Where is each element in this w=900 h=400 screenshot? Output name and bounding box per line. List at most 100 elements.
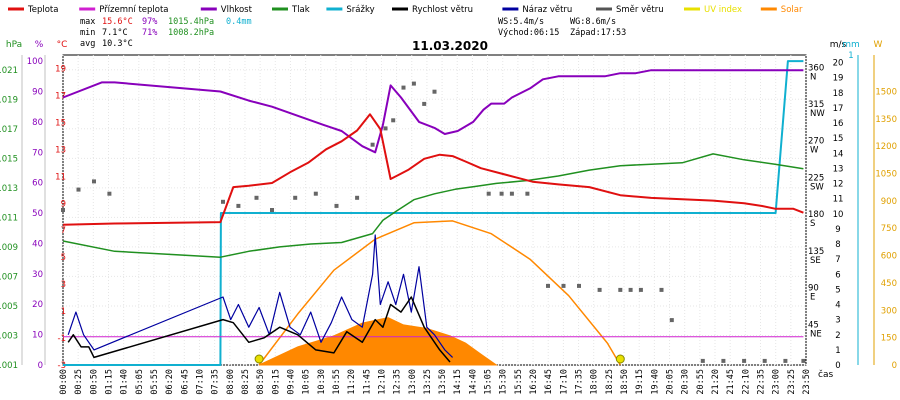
legend-label: Náraz větru	[522, 5, 572, 15]
x-tick-label: 11:45	[362, 369, 372, 395]
dir-tick-value: 270	[808, 137, 824, 147]
axis-tick-hPa: 1003	[0, 331, 18, 341]
wind-direction-point	[486, 191, 491, 196]
x-tick-label: 18:25	[605, 369, 615, 395]
axis-tick-W: 1350	[875, 115, 897, 125]
dir-tick-name: SE	[810, 256, 821, 266]
wind-direction-point	[236, 203, 241, 208]
axis-tick-pct: 40	[32, 239, 43, 249]
wind-direction-point	[546, 283, 550, 288]
wind-direction-point	[499, 191, 504, 196]
wind-gust-line	[67, 234, 454, 358]
axis-tick-hPa: 1015	[0, 154, 18, 164]
x-tick-label: 18:00	[590, 369, 600, 395]
uv-index-point	[615, 354, 625, 364]
axis-tick-W: 450	[881, 279, 897, 289]
axis-unit-hPa: hPa	[6, 40, 22, 50]
stat-label: min	[80, 28, 95, 38]
x-tick-label: 09:15	[271, 369, 281, 395]
x-tick-label: 08:50	[256, 369, 266, 395]
axis-tick-W: 300	[881, 306, 897, 316]
axis-tick-ms: 20	[833, 59, 844, 69]
dir-tick-value: 90	[808, 284, 819, 294]
x-tick-label: 00:00	[59, 369, 69, 395]
rain-line	[63, 60, 804, 366]
axis-tick-ms: 12	[833, 180, 844, 190]
axis-tick-ms: 5	[835, 285, 840, 295]
axis-unit-W: W	[874, 40, 883, 50]
x-tick-label: 12:35	[393, 369, 403, 395]
axis-unit-mm: mm	[842, 40, 860, 50]
wind-direction-point	[254, 195, 259, 200]
axis-tick-degC: 13	[55, 145, 66, 155]
x-tick-label: 06:20	[165, 369, 175, 395]
axis-tick-ms: 15	[833, 134, 844, 144]
legend-label: Vlhkost	[221, 5, 253, 15]
x-tick-label: 15:05	[484, 369, 494, 395]
sunrise-info: Východ:06:15	[498, 28, 559, 38]
stat-pressure: 1008.2hPa	[168, 28, 214, 38]
x-tick-label: 23:00	[772, 369, 782, 395]
axis-tick-ms: 1	[835, 346, 840, 356]
x-tick-label: 21:45	[726, 369, 736, 395]
dir-tick-name: W	[810, 146, 819, 156]
legend-label: Tlak	[291, 5, 310, 15]
solar-clear-sky-line	[258, 220, 621, 366]
axis-tick-W: 0	[892, 361, 897, 371]
wind-direction-point	[107, 191, 112, 196]
stat-humidity: 97%	[142, 17, 157, 27]
wind-direction-point	[401, 85, 406, 90]
x-tick-label: 17:10	[559, 369, 569, 395]
axis-tick-ms: 7	[835, 255, 840, 265]
x-tick-label: 18:50	[620, 369, 630, 395]
wind-direction-point	[422, 101, 427, 106]
x-tick-label: 09:40	[286, 369, 296, 395]
x-tick-label: 19:40	[650, 369, 660, 395]
axis-tick-degC: 9	[61, 199, 66, 209]
axis-tick-W: 150	[881, 334, 897, 344]
dir-tick-name: NW	[810, 109, 825, 119]
axis-tick-degC: 5	[61, 253, 66, 263]
x-axis-label: čas	[818, 369, 833, 380]
axis-tick-pct: 60	[32, 179, 43, 189]
legend-label: Teplota	[27, 5, 58, 15]
x-tick-label: 22:35	[757, 369, 767, 395]
wind-direction-point	[293, 195, 298, 200]
axis-tick-W: 900	[881, 197, 897, 207]
x-tick-label: 13:00	[408, 369, 418, 395]
wind-direction-point	[801, 358, 806, 363]
stat-rain: 0.4mm	[226, 17, 252, 27]
x-tick-label: 14:40	[468, 369, 478, 395]
x-tick-label: 05:05	[135, 369, 145, 395]
stat-temp: 10.3°C	[102, 39, 133, 49]
wind-direction-point	[334, 203, 339, 208]
axis-tick-pct: 10	[32, 331, 43, 341]
wind-direction-point	[742, 358, 747, 363]
axis-tick-ms: 16	[833, 119, 844, 129]
dir-tick-name: S	[810, 219, 815, 229]
wind-gust-info: WG:8.6m/s	[570, 17, 616, 27]
x-tick-label: 11:20	[347, 369, 357, 395]
wind-direction-point	[270, 208, 274, 212]
x-tick-label: 16:20	[529, 369, 539, 395]
x-tick-label: 20:55	[696, 369, 706, 395]
axis-tick-W: 600	[881, 252, 897, 262]
axis-tick-pct: 100	[27, 57, 43, 67]
solar-area	[258, 317, 498, 366]
axis-tick-mm: 1	[848, 51, 853, 61]
legend-label: Přízemní teplota	[99, 5, 168, 15]
axis-tick-hPa: 1005	[0, 302, 18, 312]
dir-tick-name: SW	[810, 182, 824, 192]
axis-tick-hPa: 1001	[0, 361, 18, 371]
x-tick-label: 10:05	[302, 369, 312, 395]
axis-tick-degC: 1	[61, 307, 66, 317]
stat-pressure: 1015.4hPa	[168, 17, 214, 27]
x-tick-label: 13:50	[438, 369, 448, 395]
wind-speed-line	[67, 296, 451, 363]
legend-label: Srážky	[346, 5, 374, 15]
x-tick-label: 21:20	[711, 369, 721, 395]
pressure-line	[62, 153, 804, 258]
axis-tick-ms: 0	[835, 361, 840, 371]
chart-title: 11.03.2020	[412, 39, 488, 53]
